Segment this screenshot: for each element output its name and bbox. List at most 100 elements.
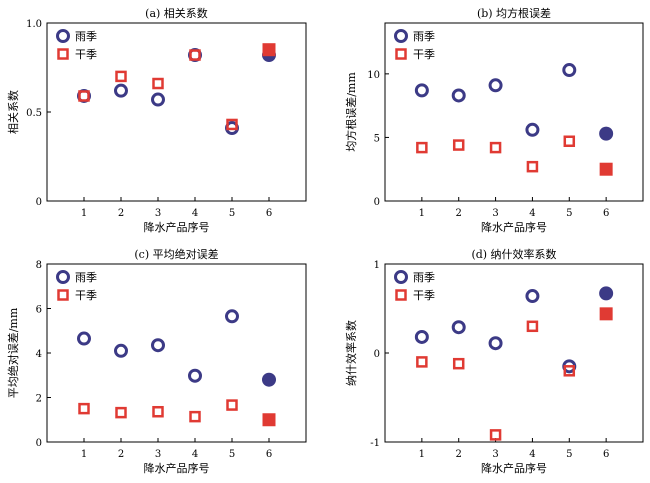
legend-dry-label: 干季 — [75, 48, 97, 61]
legend-dry-label: 干季 — [413, 289, 435, 302]
legend-rainy-marker — [56, 29, 70, 43]
data-point-dry — [189, 49, 201, 61]
legend-dry-label: 干季 — [413, 48, 435, 61]
legend-rainy-label: 雨季 — [75, 271, 97, 284]
x-tick-label: 6 — [603, 208, 609, 219]
data-point-dry — [452, 139, 465, 151]
x-tick-label: 5 — [566, 449, 572, 460]
data-point-rainy — [151, 92, 165, 107]
legend-dry-marker — [395, 289, 407, 301]
data-point-dry — [599, 307, 613, 321]
legend-rainy-label: 雨季 — [75, 30, 97, 43]
x-tick-label: 6 — [603, 449, 609, 460]
x-tick-label: 1 — [419, 449, 425, 460]
data-point-rainy — [488, 78, 503, 93]
x-tick-label: 1 — [81, 208, 87, 219]
data-point-dry — [452, 357, 465, 370]
x-tick-label: 1 — [81, 449, 87, 460]
data-point-rainy — [525, 289, 540, 304]
x-tick-label: 6 — [266, 208, 272, 219]
data-point-rainy — [562, 63, 577, 78]
legend-rainy-marker — [56, 270, 70, 284]
x-tick-label: 4 — [192, 208, 198, 219]
legend-dry-marker — [57, 48, 69, 60]
data-point-dry — [416, 356, 428, 368]
y-tick-label: 0 — [374, 349, 380, 360]
data-point-dry — [78, 90, 90, 102]
data-point-dry — [489, 429, 502, 441]
x-tick-label: 5 — [229, 449, 235, 460]
x-tick-label: 2 — [456, 208, 462, 219]
legend-dry-label: 干季 — [75, 289, 97, 302]
legend-rainy-label: 雨季 — [413, 271, 435, 284]
data-point-rainy — [599, 126, 614, 141]
legend-rainy-label: 雨季 — [413, 30, 435, 43]
data-point-rainy — [188, 368, 202, 383]
data-point-rainy — [114, 343, 128, 358]
legend-rainy-marker — [394, 270, 408, 284]
y-tick-label: 0 — [36, 438, 42, 449]
data-point-dry — [489, 141, 502, 154]
y-axis-label: 纳什效率系数 — [344, 320, 358, 386]
data-point-rainy — [525, 122, 540, 137]
y-tick-label: 6 — [36, 305, 42, 316]
data-point-dry — [115, 406, 127, 419]
data-point-dry — [262, 413, 276, 427]
data-point-rainy — [599, 286, 614, 301]
y-tick-label: 0 — [36, 197, 42, 208]
data-point-rainy — [451, 88, 466, 103]
data-point-dry — [189, 410, 201, 423]
x-tick-label: 4 — [192, 449, 198, 460]
data-point-dry — [152, 405, 164, 418]
y-tick-label: 4 — [36, 349, 42, 360]
y-tick-label: 1.0 — [26, 19, 42, 30]
chart-title: (c) 平均绝对误差 — [134, 247, 218, 261]
data-point-rainy — [225, 309, 239, 324]
x-tick-label: 3 — [492, 449, 498, 460]
data-point-dry — [563, 365, 576, 377]
x-axis-label: 降水产品序号 — [481, 461, 547, 475]
data-point-dry — [416, 141, 428, 154]
y-tick-label: -1 — [370, 438, 380, 449]
y-tick-label: 0 — [374, 197, 380, 208]
data-point-dry — [226, 399, 238, 411]
x-tick-label: 1 — [419, 208, 425, 219]
y-axis-label: 平均绝对误差/mm — [6, 307, 20, 398]
data-point-dry — [526, 320, 539, 333]
legend-dry-marker — [395, 48, 407, 60]
chart-title: (b) 均方根误差 — [477, 6, 551, 20]
x-tick-label: 3 — [155, 208, 161, 219]
x-axis-label: 降水产品序号 — [481, 220, 547, 234]
data-point-rainy — [414, 329, 429, 344]
data-point-rainy — [114, 83, 128, 98]
x-tick-label: 5 — [229, 208, 235, 219]
x-axis-label: 降水产品序号 — [144, 220, 210, 234]
x-tick-label: 4 — [529, 208, 535, 219]
x-axis-label: 降水产品序号 — [144, 461, 210, 475]
data-point-rainy — [262, 372, 276, 387]
chart-title: (a) 相关系数 — [145, 6, 208, 20]
x-tick-label: 5 — [566, 208, 572, 219]
data-point-dry — [152, 77, 164, 90]
data-point-dry — [115, 70, 127, 83]
data-point-rainy — [151, 338, 165, 353]
data-point-dry — [599, 162, 613, 176]
y-tick-label: 2 — [36, 394, 42, 405]
data-point-rainy — [414, 83, 429, 98]
y-tick-label: 1 — [374, 260, 380, 271]
x-tick-label: 3 — [155, 449, 161, 460]
legend-rainy-marker — [394, 29, 408, 43]
data-point-rainy — [488, 336, 503, 351]
x-tick-label: 2 — [456, 449, 462, 460]
data-point-dry — [78, 402, 90, 415]
x-tick-label: 3 — [492, 208, 498, 219]
